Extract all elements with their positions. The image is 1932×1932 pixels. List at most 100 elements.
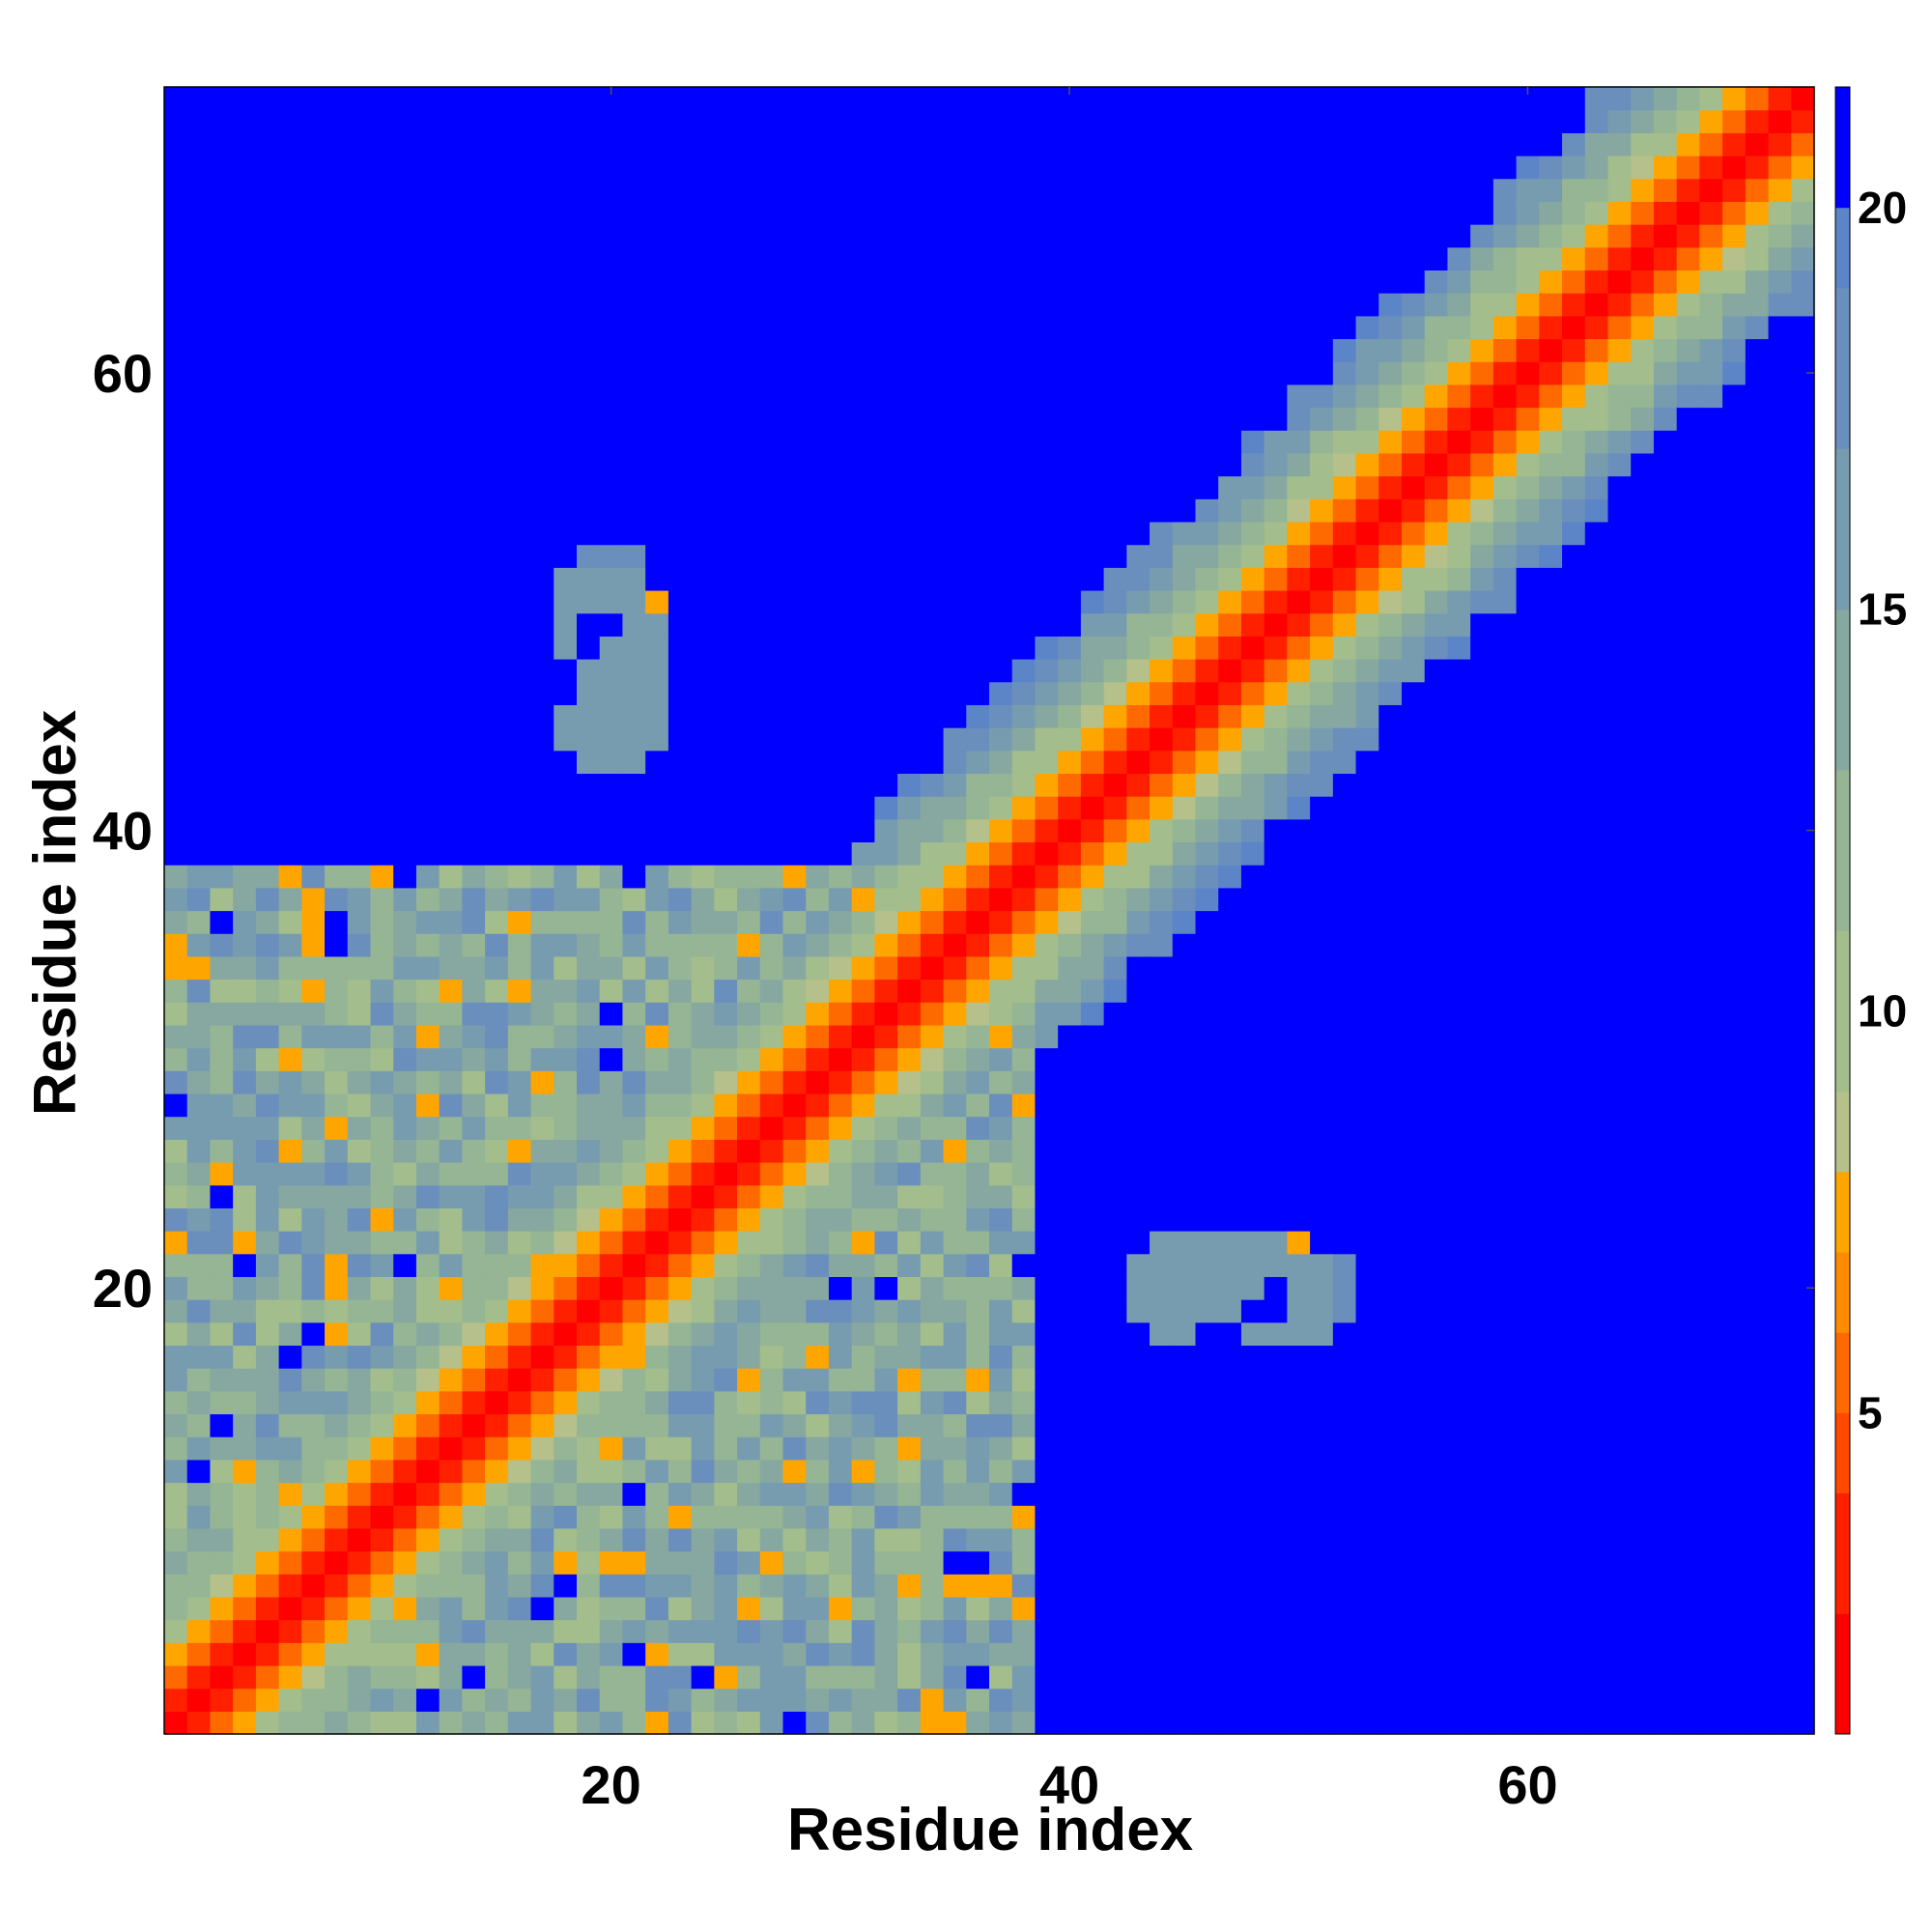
heatmap-cell	[301, 201, 326, 225]
heatmap-cell	[1676, 338, 1700, 362]
heatmap-cell	[622, 1116, 646, 1140]
heatmap-cell	[347, 384, 372, 409]
heatmap-cell	[439, 1505, 463, 1529]
heatmap-cell	[806, 887, 830, 912]
heatmap-cell	[1653, 270, 1678, 294]
heatmap-cell	[233, 1231, 257, 1255]
heatmap-cell	[714, 1527, 738, 1552]
heatmap-cell	[1172, 1299, 1197, 1323]
heatmap-cell	[1240, 384, 1265, 409]
heatmap-cell	[1058, 201, 1082, 225]
heatmap-cell	[668, 293, 693, 317]
heatmap-cell	[1172, 1093, 1197, 1118]
heatmap-cell	[1378, 1390, 1403, 1415]
heatmap-cell	[370, 887, 394, 912]
heatmap-cell	[1539, 681, 1563, 705]
heatmap-cell	[874, 865, 898, 889]
heatmap-cell	[1240, 338, 1265, 362]
heatmap-cell	[1424, 1550, 1449, 1575]
heatmap-cell	[828, 338, 853, 362]
heatmap-cell	[1035, 589, 1059, 614]
heatmap-cell	[874, 1276, 898, 1300]
heatmap-cell	[1653, 544, 1678, 568]
heatmap-cell	[966, 589, 990, 614]
heatmap-cell	[1584, 612, 1609, 637]
heatmap-cell	[1035, 384, 1059, 409]
heatmap-cell	[1699, 1345, 1723, 1369]
heatmap-cell	[233, 224, 257, 248]
heatmap-cell	[714, 955, 738, 980]
heatmap-cell	[737, 201, 761, 225]
heatmap-cell	[210, 293, 234, 317]
heatmap-cell	[714, 1231, 738, 1255]
heatmap-cell	[691, 589, 715, 614]
heatmap-cell	[1080, 818, 1105, 843]
heatmap-cell	[1287, 1688, 1311, 1712]
heatmap-cell	[851, 1002, 875, 1026]
heatmap-cell	[806, 955, 830, 980]
heatmap-cell	[1470, 521, 1494, 546]
heatmap-cell	[1058, 178, 1082, 202]
heatmap-cell	[1150, 910, 1174, 934]
heatmap-cell	[554, 452, 578, 477]
heatmap-cell	[1264, 1231, 1288, 1255]
heatmap-cell	[668, 841, 693, 866]
heatmap-cell	[393, 750, 417, 775]
heatmap-cell	[393, 1047, 417, 1071]
heatmap-cell	[1447, 246, 1471, 271]
heatmap-cell	[897, 818, 922, 843]
heatmap-cell	[1492, 727, 1518, 752]
heatmap-cell	[186, 1231, 212, 1255]
heatmap-cell	[1539, 1390, 1563, 1415]
heatmap-cell	[828, 1116, 853, 1140]
heatmap-cell	[1402, 87, 1426, 111]
heatmap-cell	[1584, 567, 1609, 591]
heatmap-cell	[1011, 1093, 1037, 1118]
heatmap-cell	[1607, 1276, 1632, 1300]
heatmap-cell	[1424, 544, 1449, 568]
heatmap-cell	[255, 338, 280, 362]
heatmap-cell	[1058, 1024, 1082, 1049]
heatmap-cell	[325, 1070, 349, 1094]
heatmap-cell	[920, 636, 945, 660]
heatmap-cell	[759, 659, 784, 683]
heatmap-cell	[1150, 1116, 1174, 1140]
heatmap-cell	[668, 87, 693, 111]
heatmap-cell	[1424, 955, 1449, 980]
heatmap-cell	[989, 315, 1013, 340]
heatmap-cell	[599, 589, 624, 614]
heatmap-cell	[278, 1642, 302, 1666]
heatmap-cell	[645, 933, 669, 957]
heatmap-cell	[1676, 452, 1700, 477]
heatmap-cell	[1195, 1527, 1219, 1552]
heatmap-cell	[530, 1642, 554, 1666]
heatmap-cell	[210, 979, 234, 1003]
heatmap-cell	[325, 1253, 349, 1277]
heatmap-cell	[1562, 1459, 1586, 1484]
heatmap-cell	[851, 338, 875, 362]
heatmap-cell	[668, 1093, 693, 1118]
heatmap-cell	[1492, 1368, 1518, 1392]
heatmap-cell	[1080, 910, 1105, 934]
heatmap-cell	[737, 293, 761, 317]
heatmap-cell	[485, 361, 509, 385]
heatmap-cell	[1378, 910, 1403, 934]
heatmap-cell	[943, 452, 967, 477]
heatmap-cell	[599, 156, 624, 180]
heatmap-cell	[714, 1619, 738, 1643]
heatmap-cell	[1676, 270, 1700, 294]
heatmap-cell	[347, 1024, 372, 1049]
heatmap-cell	[439, 659, 463, 683]
heatmap-cell	[599, 1574, 624, 1598]
heatmap-cell	[1058, 1527, 1082, 1552]
heatmap-cell	[1355, 1436, 1379, 1461]
heatmap-cell	[1607, 498, 1632, 523]
heatmap-cell	[1287, 224, 1311, 248]
heatmap-cell	[1287, 1139, 1311, 1163]
heatmap-cell	[1080, 704, 1105, 728]
heatmap-cell	[1150, 1208, 1174, 1232]
heatmap-cell	[874, 818, 898, 843]
heatmap-cell	[828, 1711, 853, 1735]
heatmap-cell	[966, 1482, 990, 1506]
heatmap-cell	[1676, 796, 1700, 820]
